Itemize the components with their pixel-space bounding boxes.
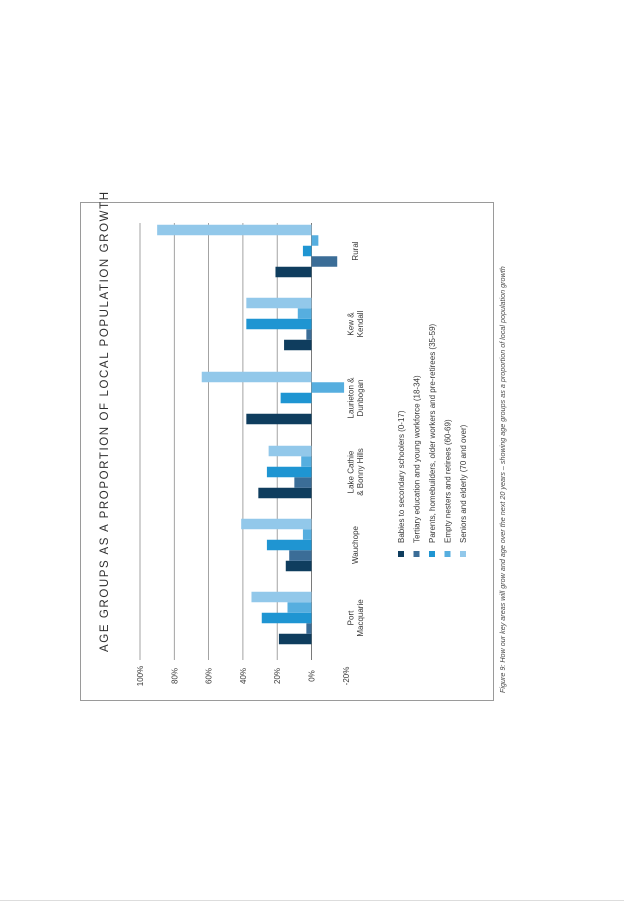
category-labels: Port Macquarie Wauchope Lake Cathie & Bonny … [347,241,366,636]
category-label: Kew & [347,312,356,336]
category-label: Lake Cathie [347,450,356,493]
legend-label: Seniors and elderly (70 and over) [459,424,468,543]
category-label: & Bonny Hills [356,448,365,496]
y-tick-label: 40% [239,668,248,684]
legend-label: Empty nesters and retirees (60-69) [444,419,453,543]
legend-swatch [413,551,420,557]
chart-title: AGE GROUPS AS A PROPORTION OF LOCAL POPU… [99,190,111,652]
category-label: Wauchope [351,525,360,564]
bar [278,633,312,645]
bar [306,329,312,340]
legend-label: Tertiary education and young workforce (… [413,375,422,543]
bar [302,245,312,257]
category-label: Rural [351,241,360,260]
category-label: Kendall [356,310,365,337]
bar [241,518,312,530]
figure-caption: Figure 9: How our key areas will grow an… [498,266,507,693]
category-label: Port [347,610,356,625]
y-tick-label: -20% [342,667,351,686]
bar [311,256,338,267]
bar [246,318,312,330]
bar [246,297,312,309]
bar [285,560,312,572]
bar [311,235,319,246]
legend: Babies to secondary schoolers (0-17) Tert… [397,323,468,557]
y-tick-label: 0% [308,670,317,682]
bar [306,623,312,634]
category-label: Dunbogan [356,380,365,417]
legend-swatch [444,551,451,557]
gridlines [139,223,312,660]
bar [266,539,312,551]
bar [284,339,312,351]
bar [275,266,312,278]
bar [261,612,312,624]
bar [157,224,312,236]
category-label: Macquarie [356,599,365,637]
category-label: Laurieton & [347,377,356,419]
legend-label: Parents, homebuilders, older workers and… [428,323,437,543]
bar [302,529,312,540]
bar [280,392,312,404]
bar [246,413,312,425]
bar [301,456,312,467]
bars [157,224,345,645]
y-tick-label: 100% [136,666,145,686]
legend-swatch [460,551,466,557]
bar [258,487,312,499]
bar [268,445,312,457]
y-axis-ticks: -20% 0% 20% 40% 60% 80% 100% [136,666,351,686]
bar [201,371,312,383]
legend-swatch [429,551,435,557]
y-tick-label: 60% [205,668,214,684]
bar [289,550,312,561]
bar [251,591,312,603]
legend-label: Babies to secondary schoolers (0-17) [397,410,406,543]
bar [311,382,345,393]
bar [297,308,312,319]
y-tick-label: 20% [273,668,282,684]
bar [266,466,312,478]
legend-swatch [398,551,404,557]
chart-frame [80,202,494,701]
bar [287,602,312,613]
y-tick-label: 80% [170,668,179,684]
bar [294,477,312,488]
